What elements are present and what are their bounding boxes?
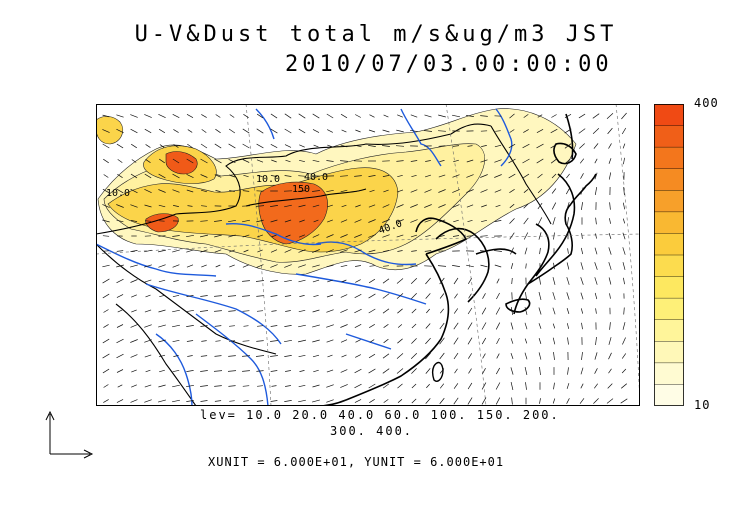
japan-outline: [505, 113, 597, 313]
contour-levels-line2: 300. 400.: [330, 424, 414, 438]
chart-title: U-V&Dust total m/s&ug/m3 JST: [134, 22, 618, 47]
country-borders: [96, 123, 552, 406]
colorbar-segment: [654, 255, 684, 278]
colorbar-segment: [654, 211, 684, 234]
colorbar-segment: [654, 341, 684, 364]
colorbar-segment: [654, 319, 684, 342]
contour-levels-line1: lev= 10.0 20.0 40.0 60.0 100. 150. 200.: [200, 408, 560, 422]
dust-map: 10.0 10.0 40.0 40.0 150: [96, 104, 640, 406]
map-frame: [96, 104, 640, 406]
colorbar-segment: [654, 125, 684, 148]
colorbar-segment: [654, 233, 684, 256]
vector-units: XUNIT = 6.000E+01, YUNIT = 6.000E+01: [208, 455, 505, 469]
dust-region-high-north: [165, 151, 198, 175]
colorbar-segment: [654, 147, 684, 170]
wind-vectors: [102, 112, 628, 405]
contour-label: 40.0: [304, 172, 328, 183]
colorbar-segment: [654, 362, 684, 385]
colorbar-segment: [654, 104, 684, 127]
coastline: [317, 173, 576, 406]
colorbar-segment: [654, 384, 684, 407]
reference-vector-icon: [45, 410, 94, 459]
chart-timestamp: 2010/07/03.00:00:00: [285, 52, 613, 77]
rivers: [96, 108, 513, 406]
colorbar-segment: [654, 298, 684, 321]
colorbar-min-label: 10: [694, 398, 711, 412]
colorbar-segment: [654, 190, 684, 213]
dust-region-high-taklimakan: [145, 213, 179, 233]
colorbar-segment: [654, 168, 684, 191]
colorbar-segment: [654, 276, 684, 299]
contour-label: 10.0: [106, 188, 130, 199]
colorbar: [654, 103, 684, 407]
contour-label: 10.0: [256, 174, 280, 185]
taiwan-outline: [431, 361, 444, 382]
contour-label: 150: [292, 184, 310, 195]
grid-lines: [96, 104, 640, 406]
colorbar-max-label: 400: [694, 96, 719, 110]
